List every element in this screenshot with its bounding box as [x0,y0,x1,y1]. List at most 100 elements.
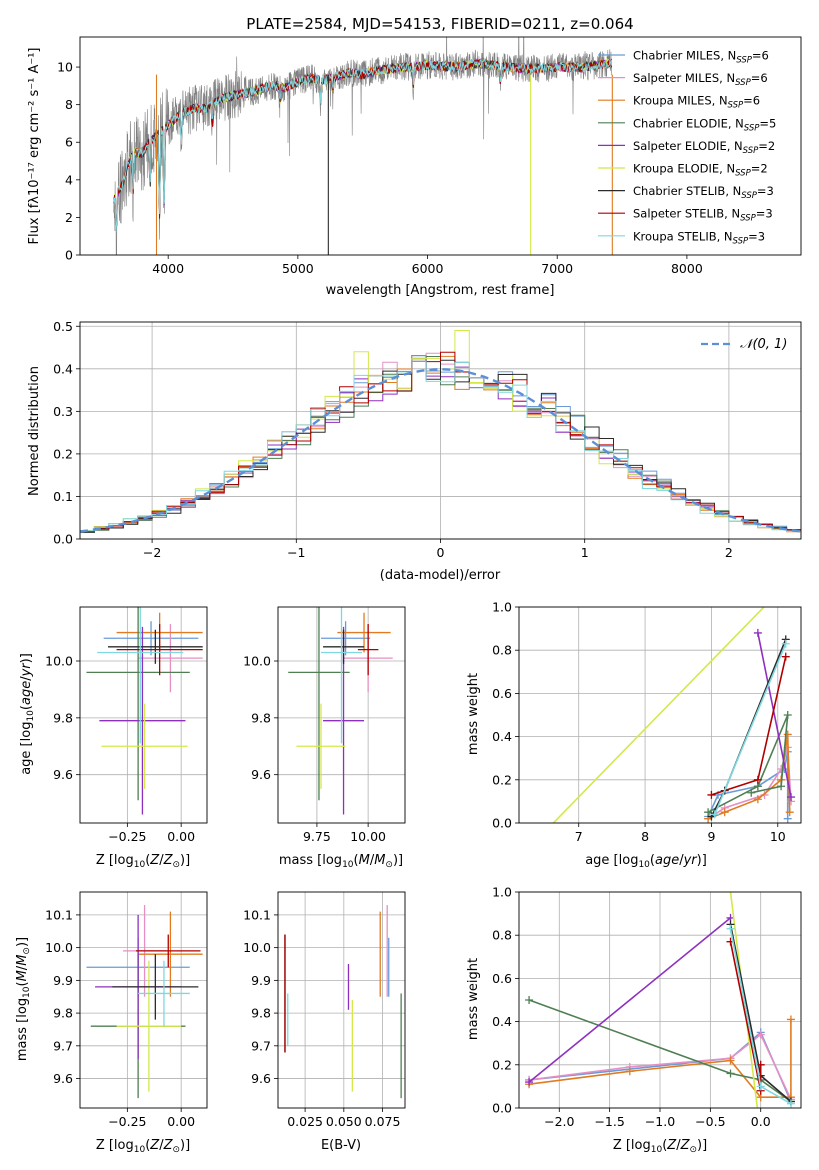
mass-weight-marker [753,628,762,637]
mass-weight-marker [753,795,762,804]
axes-frame [79,891,208,1109]
legend-label: Salpeter MILES, NSSP=6 [633,71,768,88]
spectrum-plot: 4000 5000 6000 7000 8000 0 2 4 6 8 10 [57,36,802,276]
y-tick-label: 0.6 [492,971,512,986]
mass-weight-marker [777,782,786,791]
axes-frame [79,606,208,824]
y-tick-label: 10.1 [243,907,271,922]
y-tick-label: 0.2 [492,772,512,787]
mass-weight-marker [756,1082,765,1091]
age-vs-mass-xlabel: mass [log10(M/M⊙)] [279,853,403,870]
y-tick-label: 6 [65,135,73,150]
mass-weight-marker [783,730,792,739]
y-tick-label: 0.0 [492,816,512,831]
spectrum-panel: PLATE=2584, MJD=54153, FIBERID=0211, z=0… [27,15,802,298]
mass-vs-extinction-plot: 0.025 0.050 0.075 9.6 9.7 9.8 9.9 10.0 10.1 [243,891,406,1129]
axes-frame [277,891,406,1109]
mass-weight-line [528,1019,792,1098]
age-vs-metallicity-plot: −0.25 0.00 9.6 9.8 10.0 [45,606,208,844]
y-tick-label: 0.5 [53,319,73,334]
weight-vs-metallicity-ylabel: mass weight [466,958,481,1040]
spectrum-legend: Chabrier MILES, NSSP=6 Salpeter MILES, NS… [598,49,776,246]
y-tick-label: 8 [65,97,73,112]
mass-weight-marker [525,996,534,1004]
y-tick-label: 10.0 [243,940,271,955]
x-tick-label: 0.075 [365,1114,401,1129]
legend-label-suffix: =3 [757,184,774,198]
residual-histogram-step [80,360,801,539]
model-spectrum-line [113,58,613,232]
gaussian-curve [80,368,801,533]
x-tick-label: 10.00 [350,829,386,844]
age-vs-mass-plot: 9.75 10.00 9.6 9.8 10.0 [243,606,406,844]
y-tick-label: 9.6 [251,1071,271,1086]
legend-label-subscript: SSP [744,123,760,133]
observed-spectrum-line [113,37,612,255]
y-tick-label: 10.0 [45,654,73,669]
legend-label-subscript: SSP [728,101,744,111]
mass-weight-marker [720,808,729,817]
x-tick-label: 0.050 [326,1114,362,1129]
mass-weight-marker [753,775,762,784]
y-tick-label: 4 [65,172,73,187]
legend-label-suffix: =2 [751,162,768,176]
legend-label: Chabrier MILES, NSSP=6 [633,49,769,66]
x-tick-label: 7000 [541,261,573,276]
axes-frame [518,606,802,824]
legend-label-subscript: SSP [736,56,752,66]
y-tick-label: 9.6 [251,767,271,782]
residual-panel: −2 −1 0 1 2 0.0 0.1 0.2 0.3 0.4 0.5 (data-model)/e… [27,319,802,583]
x-tick-label: 8000 [671,261,703,276]
y-tick-label: 0.8 [492,928,512,943]
mass-weight-marker [781,652,790,661]
y-tick-label: 2 [65,210,73,225]
x-tick-label: 0.00 [167,829,195,844]
y-tick-label: 10.1 [45,907,73,922]
legend-label-suffix: =5 [759,116,776,130]
x-tick-label: −1.0 [645,1114,675,1129]
y-tick-label: 9.8 [53,1006,73,1021]
plot-area [525,892,795,1108]
residual-legend: 𝒩(0, 1) [701,337,787,352]
x-tick-label: 0.0 [751,1114,771,1129]
axes-frame [277,606,406,824]
y-tick-label: 0.6 [492,686,512,701]
y-tick-label: 9.8 [251,710,271,725]
weight-vs-metallicity-xlabel: Z [log10(Z/Z⊙)] [613,1138,707,1155]
mass-weight-line [528,917,732,1083]
x-tick-label: 8 [641,829,649,844]
x-tick-label: −0.25 [108,1114,146,1129]
x-tick-label: 0 [437,545,445,560]
y-tick-label: 9.7 [251,1038,271,1053]
mass-weight-marker [786,1099,795,1108]
x-tick-label: 0.00 [167,1114,195,1129]
y-tick-label: 0.3 [53,404,73,419]
y-tick-label: 0 [65,248,73,263]
residual-ylabel: Normed distribution [27,366,42,496]
y-tick-label: 9.9 [251,973,271,988]
y-tick-label: 0.2 [53,446,73,461]
x-tick-label: −0.5 [695,1114,725,1129]
y-tick-label: 9.7 [53,1038,73,1053]
x-tick-label: −1.5 [594,1114,624,1129]
figure-title: PLATE=2584, MJD=54153, FIBERID=0211, z=0… [246,15,633,33]
y-tick-label: 0.4 [492,1014,512,1029]
spectrum-xlabel: wavelength [Angstrom, rest frame] [326,283,555,298]
x-tick-label: 7 [575,829,583,844]
mass-weight-marker [747,788,756,797]
plot-area [86,607,203,815]
residual-plot: −2 −1 0 1 2 0.0 0.1 0.2 0.3 0.4 0.5 [53,319,802,560]
legend-label: Chabrier ELODIE, NSSP=5 [633,116,776,133]
x-tick-label: 6000 [412,261,444,276]
mass-weight-marker [726,1056,735,1065]
y-tick-label: 0.1 [53,489,73,504]
mass-weight-marker [726,924,735,933]
legend-label-suffix: =6 [743,94,760,108]
plot-area [80,330,801,539]
y-tick-label: 10 [57,60,73,75]
y-tick-label: 0.4 [53,361,73,376]
y-tick-label: 9.6 [53,767,73,782]
mass-weight-line [528,999,792,1103]
legend-label-suffix: =6 [751,71,768,85]
